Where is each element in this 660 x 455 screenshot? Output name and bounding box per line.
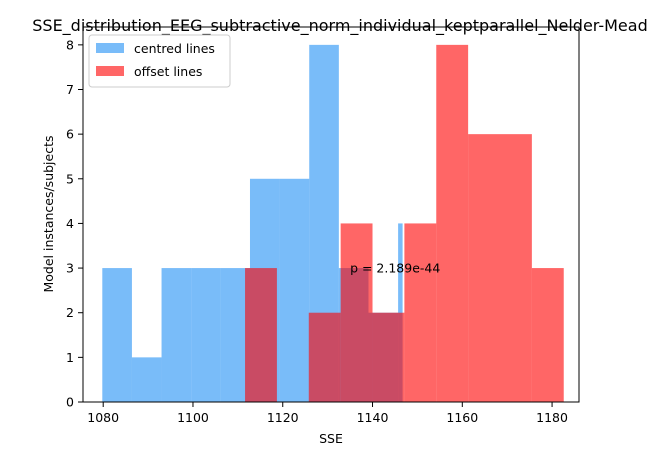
histogram-bar-series-0-bin-1 <box>131 357 162 402</box>
y-tick-label: 8 <box>66 37 74 52</box>
histogram-bar-series-0-bin-3 <box>191 268 221 402</box>
y-tick-label: 4 <box>66 216 74 231</box>
y-axis-label: Model instances/subjects <box>41 135 56 292</box>
legend: centred lines offset lines <box>88 34 231 88</box>
y-tick-label: 3 <box>66 261 74 276</box>
y-tick-label: 5 <box>66 171 74 186</box>
x-axis: 1080 1100 1120 1140 1160 1180 <box>87 402 568 425</box>
bars-layer <box>102 44 564 403</box>
y-tick-label: 6 <box>66 127 74 142</box>
p-value-annotation: p = 2.189e-44 <box>350 261 440 276</box>
histogram-bar-series-1-bin-5 <box>404 223 437 402</box>
x-tick-label: 1140 <box>357 410 389 425</box>
chart-title: SSE_distribution_EEG_subtractive_norm_in… <box>32 16 647 36</box>
histogram-bar-series-1-bin-9 <box>531 268 564 402</box>
x-axis-label: SSE <box>319 431 343 446</box>
x-tick-label: 1080 <box>87 410 119 425</box>
y-tick-label: 1 <box>66 350 74 365</box>
y-tick-label: 2 <box>66 305 74 320</box>
legend-frame <box>88 34 231 88</box>
legend-swatch-offset-lines <box>96 66 124 76</box>
histogram-bar-series-1-bin-4 <box>372 312 405 402</box>
histogram-bar-series-0-bin-6 <box>279 178 310 402</box>
y-axis: 0 1 2 3 4 5 6 7 8 <box>66 37 83 410</box>
histogram-bar-series-1-bin-7 <box>468 134 500 402</box>
histogram-bar-series-0-bin-2 <box>161 268 192 402</box>
legend-label-offset-lines: offset lines <box>134 64 202 79</box>
legend-label-centred-lines: centred lines <box>134 41 215 56</box>
histogram-bar-series-1-bin-6 <box>436 44 469 403</box>
y-tick-label: 7 <box>66 82 74 97</box>
histogram-bar-series-1-bin-0 <box>245 268 277 402</box>
y-tick-label: 0 <box>66 395 74 410</box>
x-tick-label: 1180 <box>536 410 568 425</box>
histogram-bar-series-1-bin-3 <box>340 223 373 402</box>
legend-swatch-centred-lines <box>96 43 124 53</box>
histogram-bar-series-1-bin-8 <box>500 134 532 402</box>
histogram-bar-series-1-bin-2 <box>308 312 341 402</box>
plot-frame <box>82 26 580 403</box>
histogram-bar-series-0-bin-0 <box>102 268 132 402</box>
x-tick-label: 1120 <box>267 410 299 425</box>
x-tick-label: 1100 <box>177 410 209 425</box>
x-tick-label: 1160 <box>446 410 478 425</box>
